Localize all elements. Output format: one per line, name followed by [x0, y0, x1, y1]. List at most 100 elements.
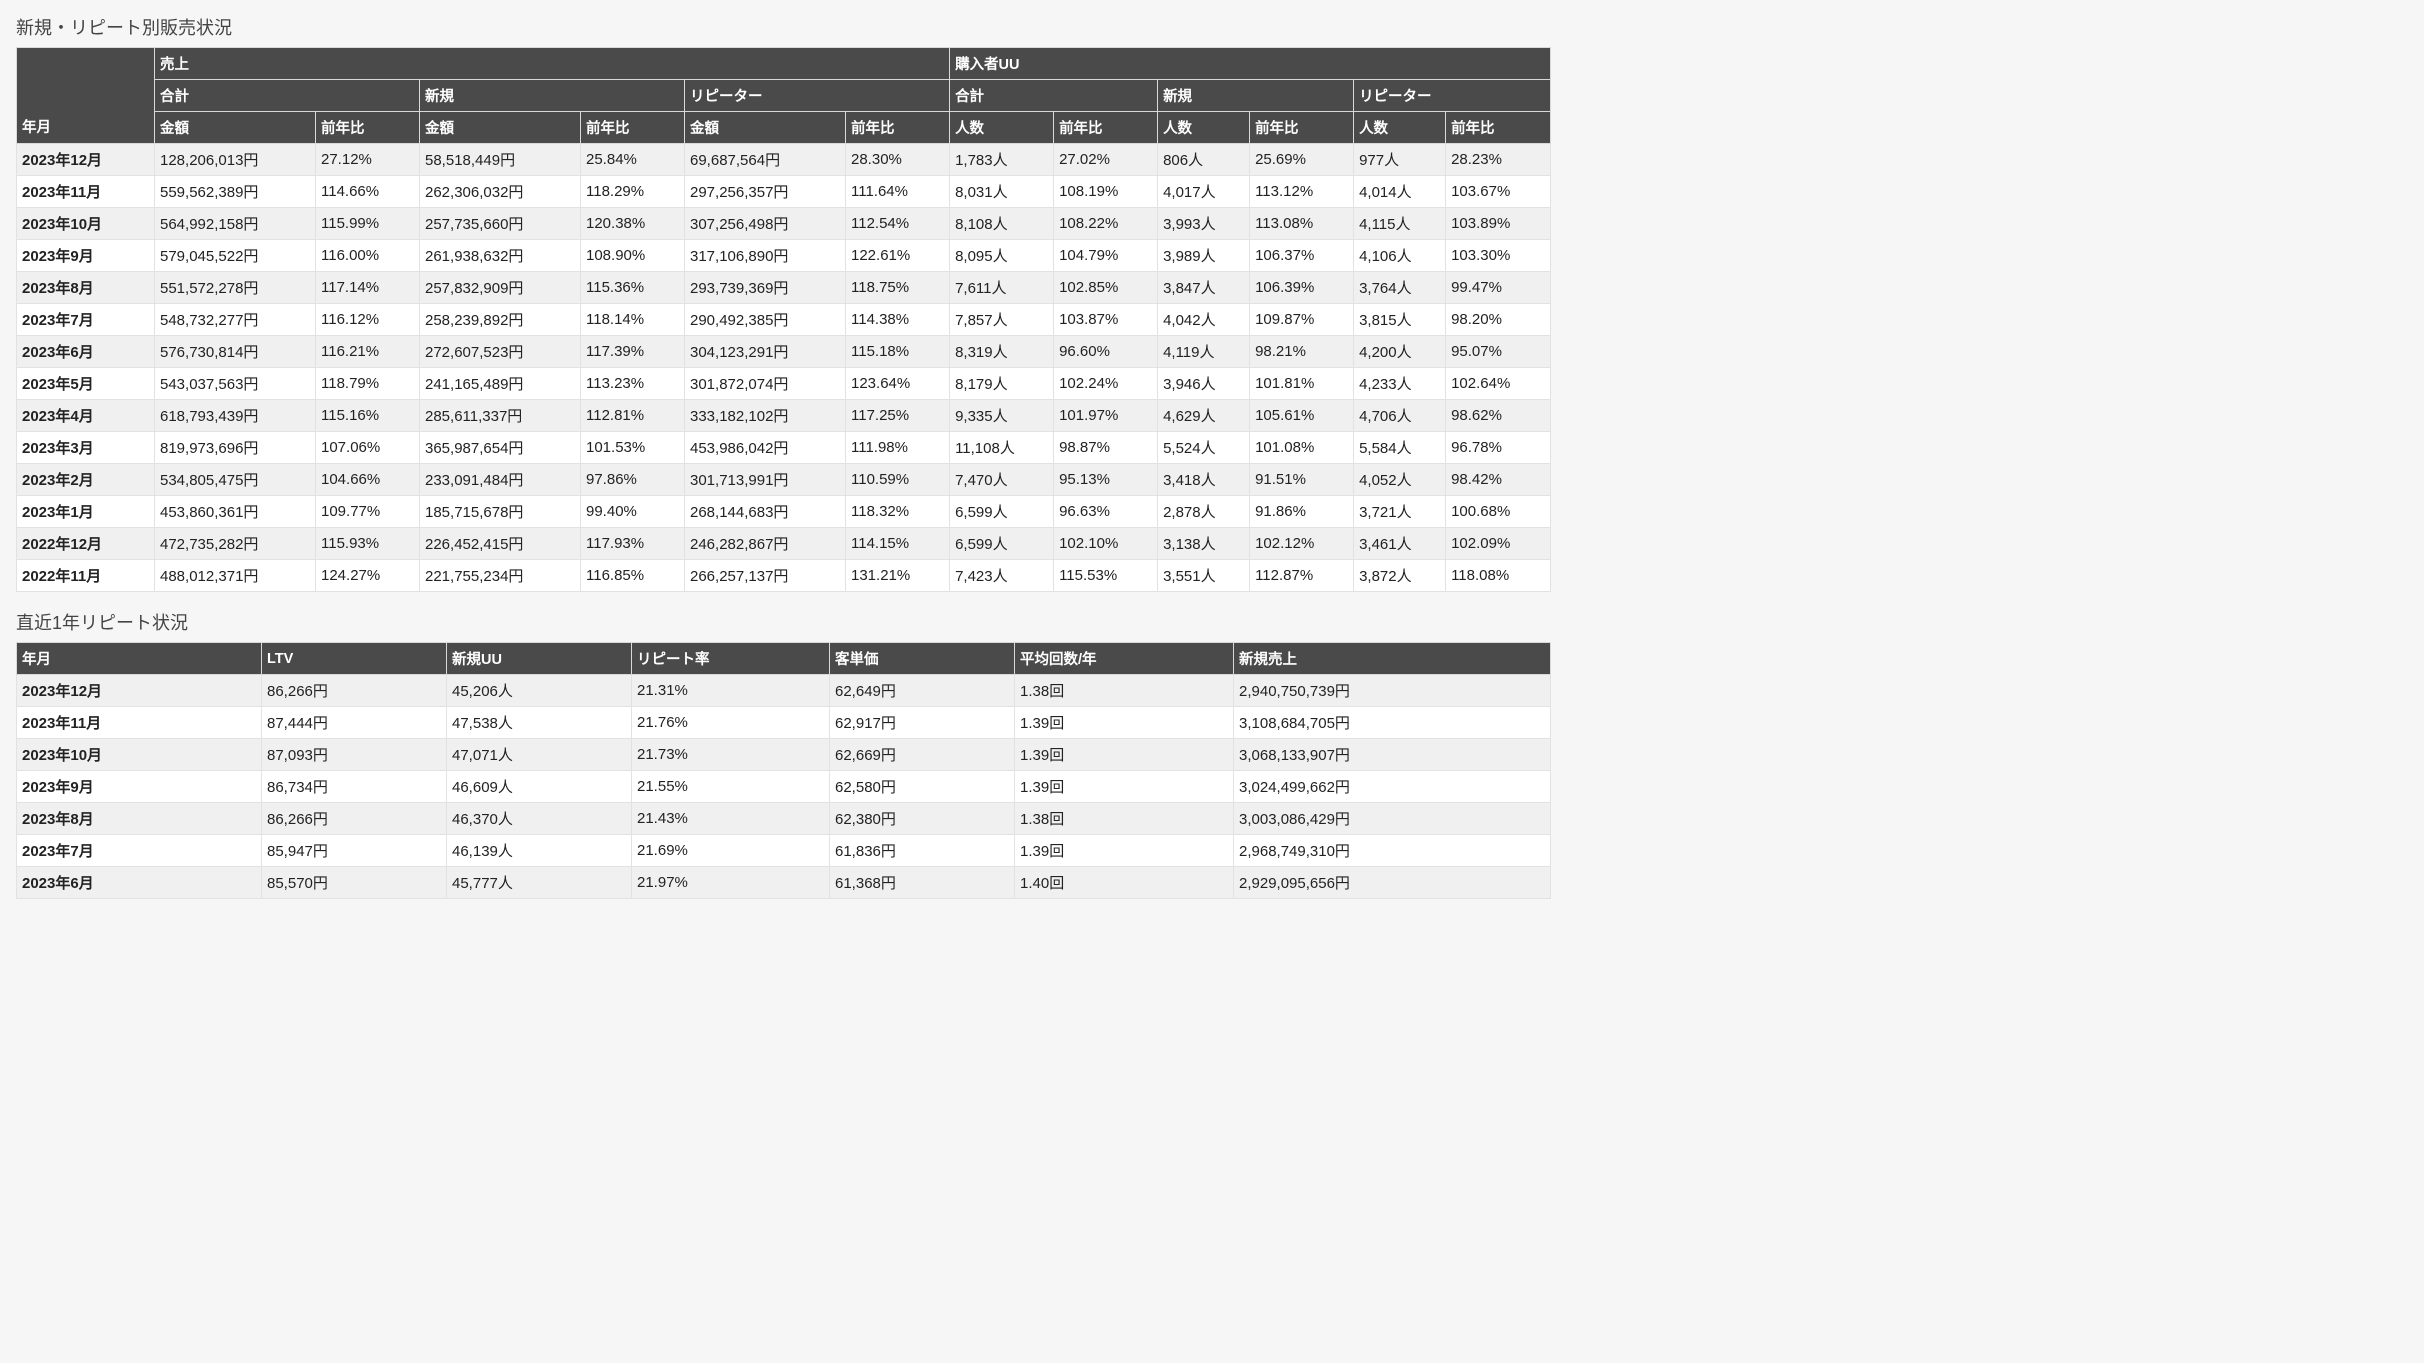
table-cell: 62,649円 [829, 674, 1015, 707]
row-yearmonth: 2023年8月 [16, 271, 155, 304]
sales-section-title: 新規・リピート別販売状況 [16, 18, 232, 38]
table-cell: 114.66% [315, 175, 420, 208]
table-cell: 977人 [1353, 143, 1447, 176]
table-cell: 4,233人 [1353, 367, 1447, 400]
col-header-yoy: 前年比 [844, 111, 951, 144]
table-cell: 117.14% [315, 271, 420, 304]
table-cell: 21.43% [631, 802, 830, 835]
table-cell: 185,715,678円 [419, 495, 581, 528]
table-row: 2023年7月 85,947円 46,139人 21.69% 61,836円 1.39回 2… [16, 834, 1551, 867]
table-cell: 116.85% [580, 559, 685, 592]
table-cell: 261,938,632円 [419, 239, 581, 272]
table-cell: 46,139人 [446, 834, 632, 867]
table-row: 2023年12月 128,206,013円 27.12% 58,518,449円 25.… [16, 143, 1552, 176]
table-cell: 103.67% [1445, 175, 1552, 208]
col-header: 客単価 [829, 642, 1015, 675]
table-cell: 102.64% [1445, 367, 1552, 400]
table-cell: 4,042人 [1157, 303, 1251, 336]
table-cell: 8,031人 [949, 175, 1055, 208]
table-cell: 3,138人 [1157, 527, 1251, 560]
table-cell: 285,611,337円 [419, 399, 581, 432]
table-row: 2023年9月 86,734円 46,609人 21.55% 62,580円 1.39回 3… [16, 770, 1551, 803]
col-header: 新規UU [446, 642, 632, 675]
table-cell: 96.63% [1053, 495, 1159, 528]
table-cell: 548,732,277円 [154, 303, 316, 336]
table-cell: 115.16% [315, 399, 420, 432]
table-cell: 114.15% [844, 527, 951, 560]
table-cell: 257,735,660円 [419, 207, 581, 240]
table-row: 2023年1月 453,860,361円 109.77% 185,715,678円 99… [16, 495, 1552, 528]
table-cell: 115.99% [315, 207, 420, 240]
table-cell: 3,872人 [1353, 559, 1447, 592]
table-cell: 2,878人 [1157, 495, 1251, 528]
table-cell: 111.98% [844, 431, 951, 464]
sub-header-buyers-new: 新規 [1157, 79, 1355, 112]
col-header-yoy: 前年比 [1053, 111, 1159, 144]
table-cell: 9,335人 [949, 399, 1055, 432]
table-cell: 101.53% [580, 431, 685, 464]
table-cell: 3,721人 [1353, 495, 1447, 528]
row-yearmonth: 2023年10月 [16, 207, 155, 240]
table-cell: 110.59% [844, 463, 951, 496]
table-cell: 297,256,357円 [684, 175, 846, 208]
table-cell: 4,706人 [1353, 399, 1447, 432]
table-cell: 117.25% [844, 399, 951, 432]
col-header-value: 金額 [154, 111, 316, 144]
table-row: 2023年6月 576,730,814円 116.21% 272,607,523円 11… [16, 335, 1552, 368]
table-cell: 8,319人 [949, 335, 1055, 368]
table-cell: 86,266円 [261, 802, 447, 835]
table-cell: 3,418人 [1157, 463, 1251, 496]
table-cell: 564,992,158円 [154, 207, 316, 240]
table-cell: 27.12% [315, 143, 420, 176]
table-cell: 576,730,814円 [154, 335, 316, 368]
table-cell: 272,607,523円 [419, 335, 581, 368]
table-cell: 7,470人 [949, 463, 1055, 496]
table-row: 2023年3月 819,973,696円 107.06% 365,987,654円 10… [16, 431, 1552, 464]
repeat-section-title: 直近1年リピート状況 [16, 613, 189, 633]
table-cell: 21.69% [631, 834, 830, 867]
table-cell: 109.77% [315, 495, 420, 528]
table-cell: 3,003,086,429円 [1233, 802, 1551, 835]
table-cell: 28.30% [844, 143, 951, 176]
table-cell: 108.19% [1053, 175, 1159, 208]
table-cell: 2,968,749,310円 [1233, 834, 1551, 867]
row-yearmonth: 2023年9月 [16, 770, 262, 803]
table-cell: 102.09% [1445, 527, 1552, 560]
table-cell: 46,609人 [446, 770, 632, 803]
table-cell: 98.21% [1249, 335, 1355, 368]
table-cell: 98.87% [1053, 431, 1159, 464]
table-cell: 543,037,563円 [154, 367, 316, 400]
table-cell: 100.68% [1445, 495, 1552, 528]
col-header-yoy: 前年比 [580, 111, 685, 144]
table-cell: 6,599人 [949, 495, 1055, 528]
table-cell: 3,764人 [1353, 271, 1447, 304]
table-cell: 120.38% [580, 207, 685, 240]
table-cell: 1.38回 [1014, 802, 1234, 835]
sub-header-sales-total: 合計 [154, 79, 420, 112]
table-cell: 96.78% [1445, 431, 1552, 464]
table-cell: 5,584人 [1353, 431, 1447, 464]
row-yearmonth: 2023年11月 [16, 175, 155, 208]
table-cell: 28.23% [1445, 143, 1552, 176]
table-cell: 107.06% [315, 431, 420, 464]
table-cell: 128,206,013円 [154, 143, 316, 176]
table-cell: 106.37% [1249, 239, 1355, 272]
col-header: 年月 [16, 642, 262, 675]
table-cell: 99.47% [1445, 271, 1552, 304]
table-cell: 85,570円 [261, 866, 447, 899]
table-cell: 131.21% [844, 559, 951, 592]
table-cell: 301,713,991円 [684, 463, 846, 496]
group-header-buyers: 購入者UU [949, 47, 1552, 80]
col-header-yoy: 前年比 [1249, 111, 1355, 144]
table-cell: 101.08% [1249, 431, 1355, 464]
col-header-value: 金額 [684, 111, 846, 144]
col-header: リピート率 [631, 642, 830, 675]
table-cell: 21.31% [631, 674, 830, 707]
table-cell: 102.24% [1053, 367, 1159, 400]
table-cell: 293,739,369円 [684, 271, 846, 304]
table-row: 2023年8月 551,572,278円 117.14% 257,832,909円 11… [16, 271, 1552, 304]
table-cell: 115.53% [1053, 559, 1159, 592]
table-cell: 290,492,385円 [684, 303, 846, 336]
table-row: 2023年8月 86,266円 46,370人 21.43% 62,380円 1.38回 3… [16, 802, 1551, 835]
table-cell: 4,119人 [1157, 335, 1251, 368]
